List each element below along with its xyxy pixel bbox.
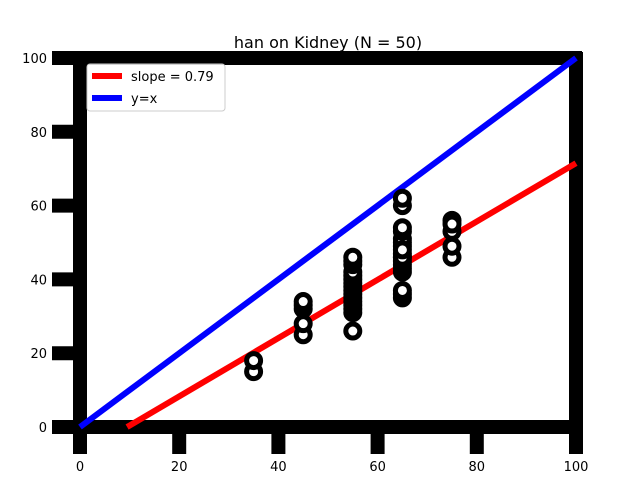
tick-labels: 0 20 40 60 80 100 0 20 40 60 80 100	[22, 52, 588, 475]
series-line	[78, 55, 578, 430]
data-point	[392, 240, 412, 260]
data-point	[392, 218, 412, 238]
data-point	[343, 247, 363, 267]
y-tick-label: 100	[22, 52, 47, 67]
data-points	[244, 188, 462, 382]
data-point	[343, 321, 363, 341]
x-tick-label: 80	[469, 460, 486, 475]
data-point	[293, 314, 313, 334]
data-point	[392, 280, 412, 300]
x-tick-label: 0	[76, 460, 84, 475]
legend-label: slope = 0.79	[131, 70, 214, 85]
y-tick-label: 60	[30, 200, 47, 215]
data-point	[392, 188, 412, 208]
data-point	[293, 292, 313, 312]
x-tick-label: 20	[171, 460, 188, 475]
data-point	[442, 236, 462, 256]
y-tick-label: 40	[30, 273, 47, 288]
data-point	[442, 214, 462, 234]
x-tick-label: 40	[270, 460, 287, 475]
data-point	[244, 351, 264, 371]
x-tick-label: 60	[369, 460, 386, 475]
regression-lines	[78, 55, 578, 430]
plot-frame	[52, 51, 583, 434]
y-tick-label: 20	[30, 347, 47, 362]
legend: slope = 0.79 y=x	[86, 63, 226, 112]
chart-title: han on Kidney (N = 50)	[234, 33, 422, 52]
legend-label: y=x	[131, 92, 158, 107]
axis-ticks	[52, 51, 583, 454]
y-tick-label: 0	[39, 421, 47, 436]
y-tick-label: 80	[30, 126, 47, 141]
x-tick-label: 100	[564, 460, 589, 475]
